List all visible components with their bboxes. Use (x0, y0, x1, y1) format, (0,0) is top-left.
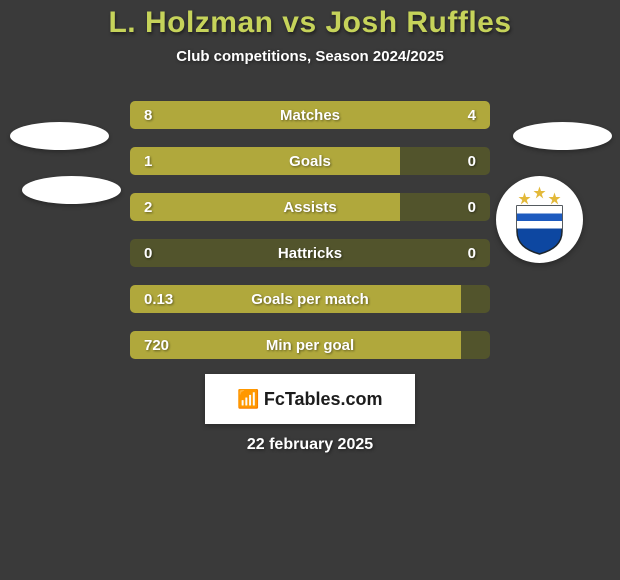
club-crest-icon (502, 182, 577, 257)
subtitle: Club competitions, Season 2024/2025 (0, 48, 620, 65)
stat-track: 84Matches (130, 101, 490, 129)
stat-label: Goals per match (130, 285, 490, 313)
team-badge-left-1 (10, 122, 109, 150)
stat-track: 0.13Goals per match (130, 285, 490, 313)
bars-icon: 📶 (237, 390, 259, 408)
stat-track: 720Min per goal (130, 331, 490, 359)
stat-track: 00Hattricks (130, 239, 490, 267)
stat-label: Min per goal (130, 331, 490, 359)
stat-row: 720Min per goal (0, 331, 620, 359)
page-title: L. Holzman vs Josh Ruffles (0, 6, 620, 40)
site-logo: 📶 FcTables.com (205, 374, 415, 424)
site-logo-text: FcTables.com (264, 389, 383, 410)
stat-label: Hattricks (130, 239, 490, 267)
team-badge-left-2 (22, 176, 121, 204)
stat-row: 0.13Goals per match (0, 285, 620, 313)
stat-label: Assists (130, 193, 490, 221)
team-badge-right-1 (513, 122, 612, 150)
stat-row: 10Goals (0, 147, 620, 175)
stat-track: 20Assists (130, 193, 490, 221)
stat-label: Matches (130, 101, 490, 129)
stat-label: Goals (130, 147, 490, 175)
footer-date: 22 february 2025 (0, 436, 620, 454)
stat-track: 10Goals (130, 147, 490, 175)
team-crest-right (496, 176, 583, 263)
